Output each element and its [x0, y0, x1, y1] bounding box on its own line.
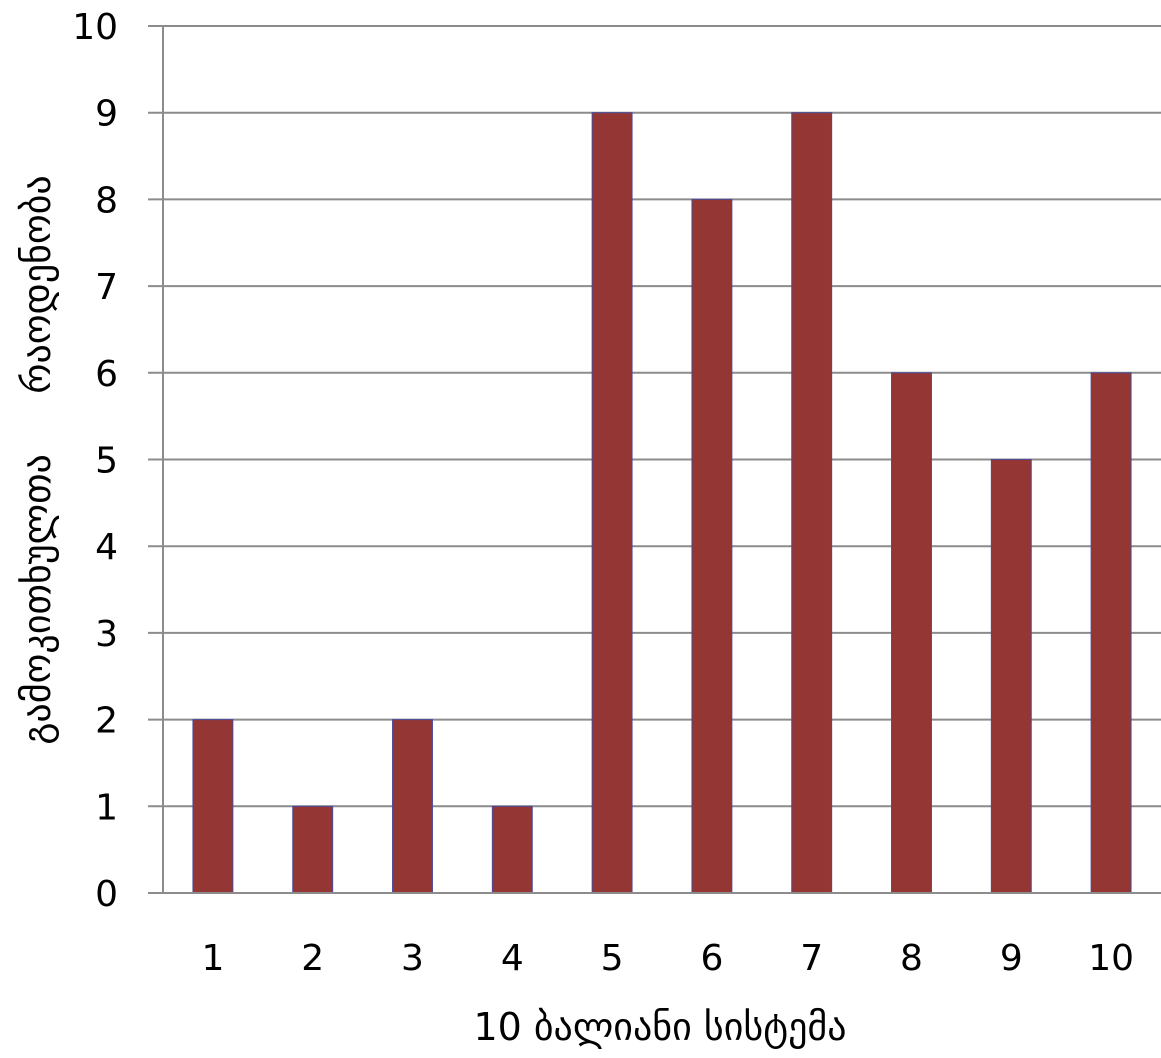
- bar-1: [192, 719, 234, 894]
- x-tick-label-7: 7: [800, 938, 823, 979]
- bar-6: [691, 198, 733, 894]
- bar-5: [591, 112, 633, 894]
- x-tick-label-5: 5: [601, 938, 624, 979]
- bar-2: [292, 805, 334, 894]
- x-tick-label-2: 2: [301, 938, 324, 979]
- bar-10: [1090, 372, 1132, 894]
- y-tick-label-4: 4: [95, 527, 118, 568]
- x-axis-title: 10 ბალიანი სისტემა: [473, 1005, 846, 1049]
- axes: [148, 26, 1161, 894]
- bar-9: [990, 459, 1032, 894]
- x-tick-label-1: 1: [201, 938, 224, 979]
- x-tick-label-9: 9: [1000, 938, 1023, 979]
- y-tick-labels: 0 1 2 3 4 5 6 7 8 9 10: [72, 7, 118, 915]
- x-tick-label-4: 4: [501, 938, 524, 979]
- y-tick-label-10: 10: [72, 7, 118, 48]
- x-tick-labels: 1 2 3 4 5 6 7 8 9 10: [201, 938, 1134, 979]
- x-tick-label-8: 8: [900, 938, 923, 979]
- y-tick-label-7: 7: [95, 267, 118, 308]
- y-tick-label-9: 9: [95, 94, 118, 135]
- y-tick-label-6: 6: [95, 354, 118, 395]
- x-tick-label-3: 3: [401, 938, 424, 979]
- bars: [192, 112, 1132, 894]
- bar-7: [791, 112, 833, 894]
- x-tick-label-6: 6: [700, 938, 723, 979]
- bar-8: [891, 372, 932, 894]
- y-tick-label-5: 5: [95, 441, 118, 482]
- x-tick-label-10: 10: [1088, 938, 1134, 979]
- y-tick-label-0: 0: [95, 874, 118, 915]
- y-axis-title: გამოკითხულთა რაოდენობა: [15, 175, 59, 744]
- bar-3: [392, 719, 433, 894]
- y-tick-label-1: 1: [95, 787, 118, 828]
- y-tick-label-8: 8: [95, 180, 118, 221]
- gridlines: [148, 25, 1161, 808]
- y-tick-label-3: 3: [95, 614, 118, 655]
- y-tick-label-2: 2: [95, 701, 118, 742]
- bar-4: [491, 805, 533, 894]
